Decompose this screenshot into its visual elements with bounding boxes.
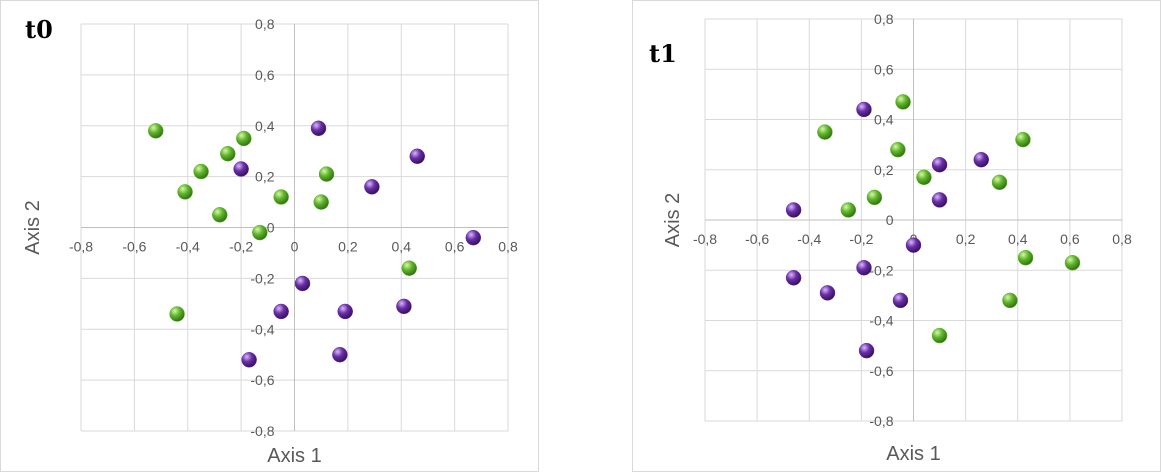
green-data-point: [931, 327, 948, 344]
y-tick-label: 0,2: [255, 169, 275, 185]
scatter-plot-t0: -0,8 -0,6 -0,4 -0,2 0 0,2 0,4 0,6 0,8 0,8 0,6 0,4 0,…: [22, 16, 518, 467]
y-tick-label: -0,4: [869, 313, 893, 329]
y-tick-label: 0,8: [874, 11, 894, 27]
y-tick-label: -0,6: [869, 363, 893, 379]
purple-data-point: [294, 275, 311, 292]
scatter-plot-t1: -0,8 -0,6 -0,4 -0,2 0 0,2 0,4 0,6 0,8 0,8 0,6 0,4 0,…: [662, 11, 1132, 465]
x-tick-label: 0,8: [498, 239, 518, 255]
purple-data-point: [931, 192, 948, 208]
chart-title: t0: [25, 15, 53, 44]
purple-data-point: [856, 101, 872, 118]
green-data-point: [169, 306, 185, 322]
green-data-point: [1064, 254, 1081, 271]
x-tick-label: 0,4: [392, 239, 412, 255]
x-tick-label: -0,2: [229, 239, 253, 255]
green-data-point: [401, 260, 418, 276]
purple-data-point: [396, 298, 412, 315]
green-data-point: [236, 130, 252, 147]
green-data-point: [193, 163, 209, 180]
x-tick-label: -0,6: [745, 231, 769, 247]
purple-data-point: [819, 285, 836, 301]
purple-data-point: [856, 259, 872, 276]
green-data-point: [916, 169, 932, 186]
green-data-point: [147, 123, 164, 139]
x-tick-label: 0,2: [956, 231, 976, 247]
green-data-point: [817, 124, 833, 140]
chart-panel-t0: t0 -0,8 -0,6 -0,4 -0,2 0 0,2 0,4 0,6 0,8 0,8 0,6 0,…: [0, 0, 539, 472]
x-tick-label: -0,6: [122, 239, 146, 255]
purple-data-point: [409, 148, 426, 165]
x-tick-label: 0,6: [445, 239, 465, 255]
x-tick-label: 0,4: [1008, 231, 1028, 247]
y-tick-label: -0,6: [250, 372, 274, 388]
green-data-point: [212, 207, 228, 223]
green-data-point: [318, 166, 335, 182]
x-axis-title: Axis 1: [886, 443, 940, 465]
green-data-point: [273, 189, 289, 205]
x-tick-label: 0: [291, 239, 299, 255]
purple-data-point: [785, 270, 802, 286]
y-tick-label: 0,8: [255, 16, 275, 32]
purple-data-point: [310, 120, 327, 137]
y-tick-label: -0,2: [869, 262, 893, 278]
y-tick-label: -0,2: [250, 270, 274, 286]
y-tick-label: -0,4: [250, 321, 274, 337]
green-data-point: [1015, 131, 1031, 148]
green-data-point: [1017, 249, 1034, 266]
purple-data-point: [905, 237, 922, 253]
purple-data-point: [858, 342, 875, 359]
purple-data-point: [785, 202, 802, 218]
green-data-point: [840, 202, 857, 218]
y-tick-label: -0,8: [869, 413, 893, 429]
y-axis-title: Axis 2: [662, 193, 684, 247]
purple-data-point: [337, 303, 353, 320]
y-tick-label: 0,6: [874, 61, 894, 77]
x-axis-title: Axis 1: [267, 445, 321, 467]
x-tick-label: 0,6: [1060, 231, 1080, 247]
green-data-point: [177, 184, 193, 200]
purple-data-point: [273, 303, 289, 320]
x-tick-label: 0,8: [1112, 231, 1132, 247]
purple-data-point: [241, 352, 257, 368]
purple-data-point: [233, 161, 249, 177]
green-data-point: [890, 141, 906, 158]
y-tick-label: 0,6: [255, 67, 275, 83]
green-data-point: [1002, 292, 1018, 309]
x-tick-label: -0,8: [693, 231, 717, 247]
purple-data-point: [364, 179, 380, 195]
chart-panel-t1: t1 -0,8 -0,6 -0,4 -0,2 0 0,2 0,4 0,6 0,8 0,8 0,6 0,…: [632, 0, 1161, 472]
green-data-point: [866, 189, 883, 206]
x-tick-label: -0,4: [176, 239, 200, 255]
y-tick-label: 0: [886, 212, 894, 228]
green-data-point: [991, 174, 1008, 191]
y-axis-title: Axis 2: [22, 200, 44, 254]
y-tick-label: 0,4: [874, 112, 894, 128]
x-tick-label: -0,4: [797, 231, 821, 247]
purple-data-point: [332, 346, 348, 363]
purple-data-point: [892, 292, 909, 309]
x-tick-label: -0,8: [69, 239, 93, 255]
y-tick-label: 0,4: [255, 118, 275, 134]
purple-data-point: [931, 156, 948, 173]
purple-data-point: [973, 151, 990, 168]
y-tick-label: 0,2: [874, 162, 894, 178]
chart-title: t1: [649, 39, 677, 68]
y-tick-label: 0: [267, 220, 275, 236]
green-data-point: [220, 145, 236, 162]
green-data-point: [313, 194, 329, 210]
y-tick-label: -0,8: [250, 423, 274, 439]
x-tick-label: -0,2: [849, 231, 873, 247]
x-tick-label: 0,2: [338, 239, 358, 255]
green-data-point: [895, 94, 911, 110]
purple-data-point: [465, 229, 482, 246]
green-data-point: [252, 224, 268, 241]
